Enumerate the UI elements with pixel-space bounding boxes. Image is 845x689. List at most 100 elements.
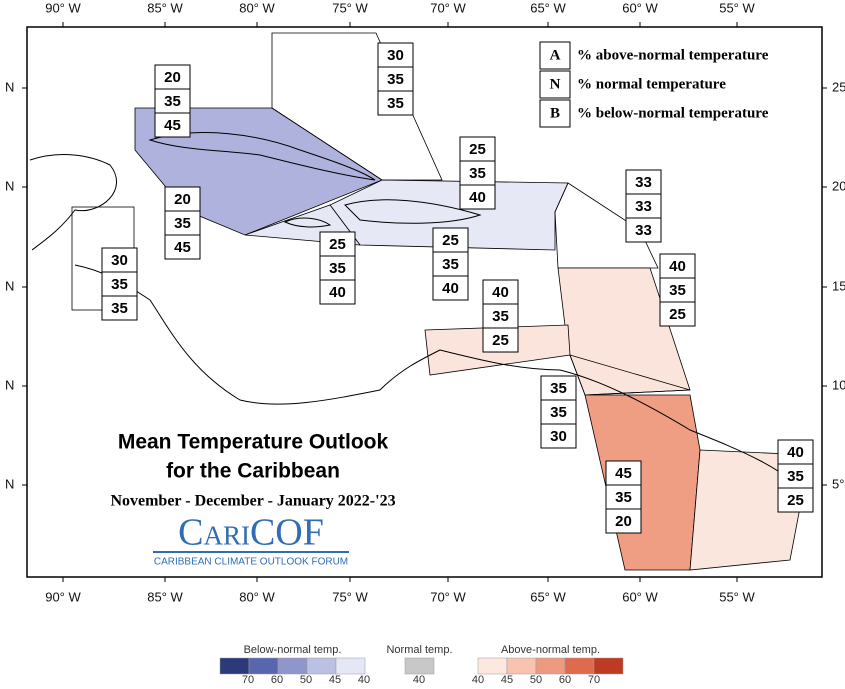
subtitle: November - December - January 2022-'23 [110, 493, 395, 510]
prob-cell [432, 275, 469, 301]
prob-value: 25 [469, 141, 486, 158]
mainland-coast [29, 154, 811, 501]
prob-value: 25 [492, 332, 509, 349]
prob-value: 35 [615, 489, 632, 506]
lon-label-bottom: 85° W [147, 589, 183, 604]
lon-label-bottom: 75° W [332, 589, 368, 604]
legend-title: Above-normal temp. [501, 644, 600, 656]
key-text: % below-normal temperature [577, 105, 769, 121]
lon-label-top: 65° W [530, 0, 566, 15]
prob-value: 45 [164, 117, 181, 134]
lon-label-bottom: 90° W [45, 589, 81, 604]
prob-value: 35 [111, 300, 128, 317]
lon-label-bottom: 70° W [430, 589, 466, 604]
prob-cell [319, 255, 356, 281]
prob-value: 30 [387, 47, 404, 64]
lon-label-top: 85° W [147, 0, 183, 15]
lon-label-top: 90° W [45, 0, 81, 15]
prob-value: 40 [329, 284, 346, 301]
prob-value: 33 [635, 222, 652, 239]
prob-value: 35 [387, 71, 404, 88]
prob-cell [482, 279, 519, 305]
legend-swatch [477, 657, 508, 675]
lon-label-top: 75° W [332, 0, 368, 15]
key-letter-box [539, 70, 571, 99]
legend-label: 40 [413, 674, 425, 684]
legend-label: 50 [300, 674, 312, 684]
prob-cell [777, 487, 814, 513]
prob-cell [605, 508, 642, 534]
lat-label-left: N [5, 79, 14, 94]
prob-value: 33 [635, 198, 652, 215]
lat-label-right: 20 [832, 178, 845, 193]
prob-cell [625, 193, 662, 219]
lat-label-left: N [5, 278, 14, 293]
prob-cell [319, 279, 356, 305]
prob-value: 35 [164, 93, 181, 110]
prob-value: 45 [174, 239, 191, 256]
prob-value: 35 [550, 404, 567, 421]
legend-swatch [535, 657, 566, 675]
prob-cell [164, 210, 201, 236]
lon-label-top: 80° W [239, 0, 275, 15]
prob-value: 35 [550, 380, 567, 397]
key-letter: N [550, 76, 561, 92]
key-text: % normal temperature [577, 76, 726, 92]
legend-label: 60 [271, 674, 283, 684]
prob-value: 25 [669, 306, 686, 323]
prob-cell [164, 234, 201, 260]
prob-value: 40 [442, 280, 459, 297]
prob-cell [377, 66, 414, 92]
prob-value: 25 [329, 236, 346, 253]
legend-swatch [404, 657, 435, 675]
legend-label: 70 [242, 674, 254, 684]
key-letter: A [550, 47, 561, 63]
lon-label-top: 60° W [622, 0, 658, 15]
prob-cell [377, 90, 414, 116]
prob-cell [482, 327, 519, 353]
legend-swatch [593, 657, 624, 675]
prob-value: 35 [442, 256, 459, 273]
legend-swatch [277, 657, 308, 675]
key-letter-box [539, 99, 571, 128]
prob-value: 40 [669, 258, 686, 275]
prob-value: 30 [111, 252, 128, 269]
legend-label: 50 [530, 674, 542, 684]
prob-value: 35 [111, 276, 128, 293]
lat-label-right: 10 [832, 377, 845, 392]
prob-cell [777, 439, 814, 465]
prob-value: 35 [787, 468, 804, 485]
lon-label-bottom: 65° W [530, 589, 566, 604]
legend-swatch [306, 657, 337, 675]
title-line1: Mean Temperature Outlook [118, 431, 389, 454]
prob-cell [459, 184, 496, 210]
hispaniola-coast [344, 199, 482, 224]
prob-cell [432, 227, 469, 253]
prob-cell [101, 271, 138, 297]
prob-value: 30 [550, 428, 567, 445]
legend-swatch [506, 657, 537, 675]
prob-cell [482, 303, 519, 329]
prob-value: 25 [787, 492, 804, 509]
legend-label: 45 [501, 674, 513, 684]
prob-cell [605, 484, 642, 510]
prob-cell [154, 64, 191, 90]
prob-value: 45 [615, 465, 632, 482]
legend-swatch [219, 657, 250, 675]
lon-label-top: 55° W [719, 0, 755, 15]
prob-value: 20 [164, 69, 181, 86]
key-letter: B [550, 105, 560, 121]
prob-cell [154, 112, 191, 138]
title-line2: for the Caribbean [166, 460, 340, 483]
prob-value: 35 [174, 215, 191, 232]
legend-title: Normal temp. [386, 644, 452, 656]
lat-label-left: N [5, 178, 14, 193]
prob-cell [659, 253, 696, 279]
lon-label-bottom: 60° W [622, 589, 658, 604]
prob-cell [154, 88, 191, 114]
prob-value: 35 [669, 282, 686, 299]
legend-label: 40 [472, 674, 484, 684]
prob-value: 35 [329, 260, 346, 277]
legend-swatch [564, 657, 595, 675]
